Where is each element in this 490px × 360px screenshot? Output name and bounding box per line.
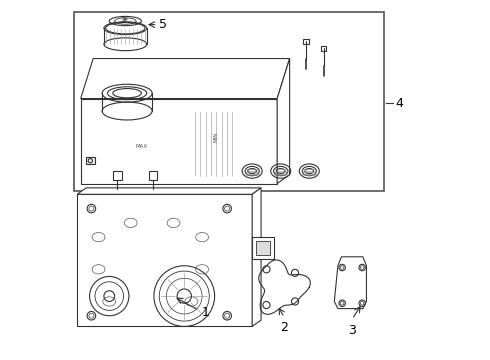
Polygon shape (77, 188, 261, 194)
Text: 3: 3 (348, 324, 356, 337)
Text: 2: 2 (280, 321, 288, 334)
Polygon shape (81, 59, 290, 99)
Polygon shape (334, 257, 367, 309)
Bar (74, 12, 384, 191)
Bar (77, 194, 252, 327)
Bar (303, 39, 309, 44)
Text: 1: 1 (202, 306, 210, 319)
Bar (148, 171, 157, 180)
Bar (321, 46, 326, 51)
Bar (86, 157, 95, 164)
Text: 4: 4 (395, 97, 403, 110)
Polygon shape (81, 99, 277, 184)
Bar (252, 237, 273, 258)
Bar (256, 241, 270, 255)
Bar (113, 171, 122, 180)
Polygon shape (277, 59, 290, 184)
Text: MIN: MIN (214, 131, 219, 142)
Polygon shape (252, 188, 261, 327)
Text: MAX: MAX (135, 144, 147, 149)
Text: 5: 5 (159, 18, 167, 31)
